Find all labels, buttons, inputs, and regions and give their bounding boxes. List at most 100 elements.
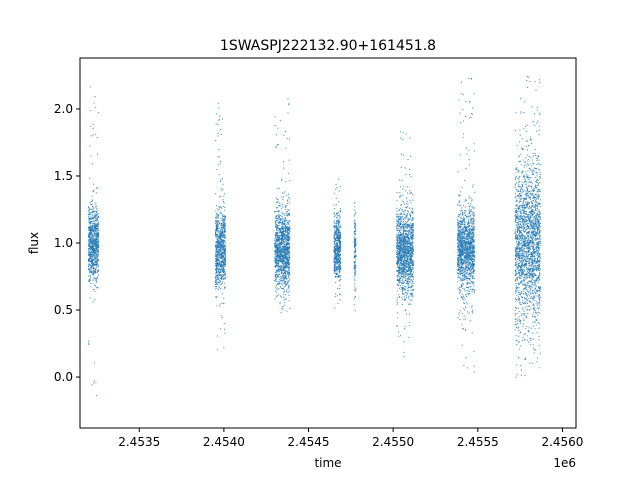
data-point <box>217 258 219 260</box>
data-point <box>285 275 288 277</box>
data-point <box>399 335 402 337</box>
data-point <box>355 241 357 243</box>
data-point <box>91 223 93 225</box>
data-point <box>288 104 290 106</box>
data-point <box>288 193 290 195</box>
data-point <box>337 253 339 255</box>
data-point <box>412 208 414 210</box>
data-point <box>214 263 217 265</box>
data-point <box>92 128 94 130</box>
data-point <box>98 269 100 271</box>
data-point <box>90 223 92 225</box>
data-point <box>91 251 93 253</box>
data-point <box>275 286 277 288</box>
data-point <box>402 259 404 261</box>
data-point <box>91 230 93 232</box>
data-point <box>215 263 217 265</box>
data-point <box>89 280 91 282</box>
data-point <box>93 273 95 275</box>
data-point <box>89 264 91 266</box>
data-point <box>223 224 225 226</box>
data-point <box>93 362 95 364</box>
data-point <box>399 237 401 239</box>
data-point <box>275 234 277 237</box>
data-point <box>286 263 288 265</box>
data-point <box>406 241 409 243</box>
data-point <box>96 258 98 260</box>
data-point <box>221 282 223 284</box>
data-point <box>276 268 278 270</box>
data-point <box>222 273 224 275</box>
data-point <box>88 267 90 269</box>
data-point <box>396 275 398 277</box>
data-point <box>396 226 398 228</box>
data-point <box>219 246 221 248</box>
data-point <box>282 220 284 222</box>
data-point <box>289 278 291 280</box>
data-point <box>412 217 414 219</box>
data-point <box>97 266 99 268</box>
data-point <box>223 323 225 325</box>
data-point <box>404 285 406 287</box>
data-point <box>89 278 91 280</box>
data-point <box>224 253 226 256</box>
data-point <box>88 213 90 216</box>
data-point <box>285 131 287 133</box>
data-point <box>90 261 92 263</box>
data-point <box>410 303 412 305</box>
data-point <box>94 258 96 260</box>
data-point <box>218 285 220 287</box>
data-point <box>281 261 283 263</box>
data-point <box>277 232 279 234</box>
data-point <box>91 229 93 231</box>
data-point <box>403 240 405 242</box>
data-point <box>288 266 290 268</box>
data-point <box>221 268 223 270</box>
data-point <box>282 225 284 227</box>
data-point <box>398 294 400 296</box>
data-point <box>398 274 400 276</box>
data-point <box>288 290 290 292</box>
data-point <box>278 283 280 285</box>
data-point <box>276 210 278 212</box>
data-point <box>275 258 277 260</box>
data-point <box>279 295 282 297</box>
data-point <box>219 303 221 305</box>
data-point <box>407 159 409 161</box>
data-point <box>281 196 283 198</box>
data-point <box>285 224 287 226</box>
data-point <box>95 255 97 257</box>
data-point <box>284 236 286 238</box>
data-point <box>340 236 342 239</box>
data-point <box>285 231 287 233</box>
data-point <box>223 202 225 204</box>
data-point <box>94 226 96 228</box>
data-point <box>405 233 407 235</box>
data-point <box>398 272 400 274</box>
data-point <box>399 216 402 218</box>
data-point <box>281 277 283 279</box>
data-point <box>91 261 93 263</box>
data-point <box>216 169 218 171</box>
data-point <box>274 116 276 118</box>
data-point <box>283 259 285 261</box>
data-point <box>90 245 92 248</box>
data-point <box>94 238 96 240</box>
data-point <box>284 302 286 304</box>
data-point <box>95 263 97 265</box>
data-point <box>278 251 280 253</box>
data-point <box>412 282 414 284</box>
data-point <box>89 214 91 216</box>
data-point <box>223 261 225 264</box>
data-point <box>398 233 400 235</box>
data-point <box>222 184 224 186</box>
data-point <box>94 225 96 227</box>
data-point <box>94 213 96 215</box>
data-point <box>410 191 412 193</box>
data-point <box>217 259 219 262</box>
data-point <box>219 238 221 240</box>
data-point <box>90 233 92 235</box>
data-point <box>282 288 284 290</box>
data-point <box>408 276 410 278</box>
data-point <box>338 270 340 272</box>
